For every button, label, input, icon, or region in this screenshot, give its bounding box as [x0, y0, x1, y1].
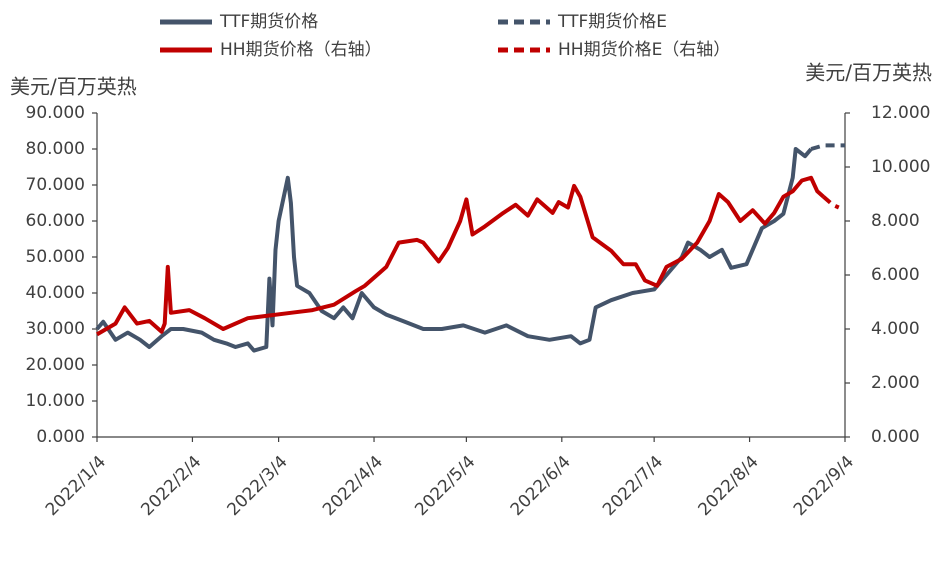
x-tick-label: 2022/6/4: [507, 452, 575, 520]
y-tick-label: 50.000: [26, 247, 85, 267]
x-tick-label: 2022/8/4: [695, 452, 763, 520]
legend-label: HH期货价格（右轴）: [220, 40, 382, 60]
series-line: [95, 147, 813, 353]
y2-tick-label: 10.000: [871, 157, 930, 177]
y-tick-label: 0.000: [36, 427, 85, 447]
y2-tick-label: 2.000: [871, 373, 920, 393]
x-tick-label: 2022/9/4: [790, 452, 858, 520]
x-tick-label: 2022/3/4: [224, 452, 292, 520]
legend-label: HH期货价格E（右轴）: [558, 40, 730, 60]
y-axis-title: 美元/百万英热: [10, 75, 137, 99]
y2-tick-label: 0.000: [871, 427, 920, 447]
y-tick-label: 90.000: [26, 103, 85, 123]
x-tick-label: 2022/4/4: [319, 452, 387, 520]
x-tick-label: 2022/7/4: [599, 452, 667, 520]
y-tick-label: 30.000: [26, 319, 85, 339]
y2-axis-title: 美元/百万英热: [805, 61, 932, 85]
legend-label: TTF期货价格E: [557, 12, 667, 32]
y2-tick-label: 8.000: [871, 211, 920, 231]
y2-tick-label: 12.000: [871, 103, 930, 123]
x-tick-label: 2022/1/4: [42, 452, 110, 520]
y2-tick-label: 6.000: [871, 265, 920, 285]
y-tick-label: 80.000: [26, 139, 85, 159]
y-tick-label: 70.000: [26, 175, 85, 195]
legend-label: TTF期货价格: [219, 12, 318, 32]
x-tick-label: 2022/5/4: [411, 452, 479, 520]
y-tick-label: 20.000: [26, 355, 85, 375]
series-line: [810, 143, 845, 151]
y-tick-label: 60.000: [26, 211, 85, 231]
y-tick-label: 40.000: [26, 283, 85, 303]
y-tick-label: 10.000: [26, 391, 85, 411]
y2-tick-label: 4.000: [871, 319, 920, 339]
series-line: [95, 175, 825, 337]
series-line: [822, 195, 840, 210]
x-tick-label: 2022/2/4: [137, 452, 205, 520]
